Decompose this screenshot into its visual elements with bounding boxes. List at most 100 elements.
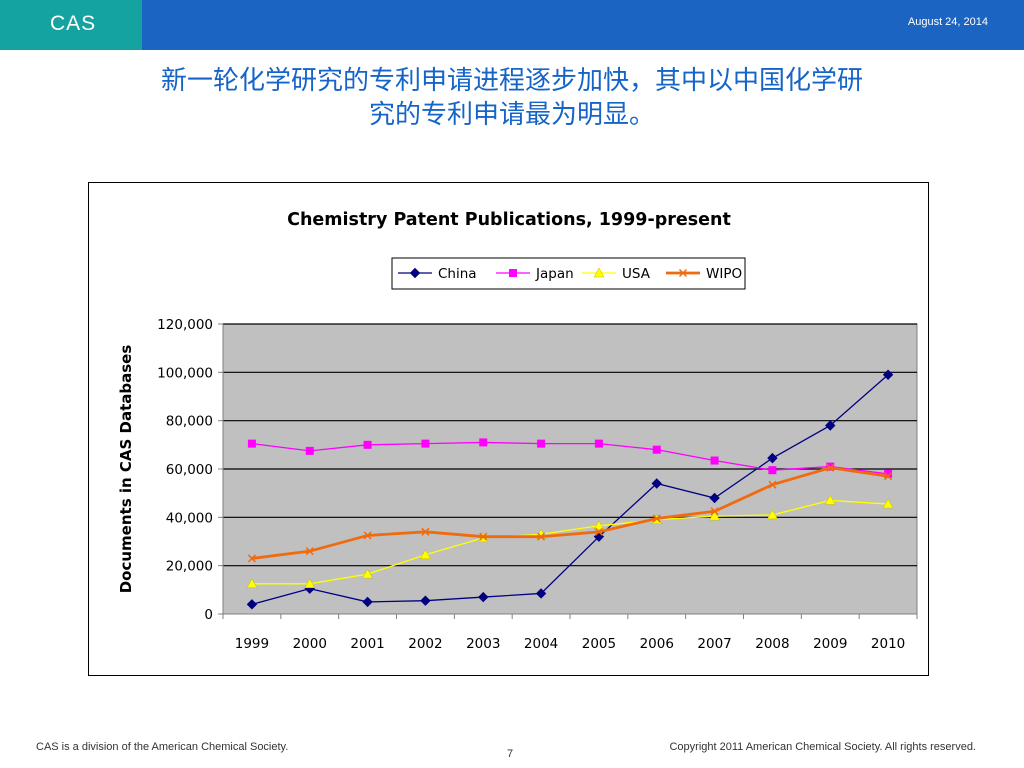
y-tick-label-6: 120,000 <box>157 317 213 333</box>
y-tick-labels: 0 20,000 40,000 60,000 80,000 100,000 120,000 <box>157 317 213 623</box>
point-usa-2001 <box>362 568 374 579</box>
legend-label-wipo: WIPO <box>706 266 742 282</box>
slide-title-line-2: 究的专利申请最为明显。 <box>368 100 655 130</box>
point-wipo-2004 <box>537 532 546 541</box>
point-wipo-2000 <box>305 547 314 556</box>
legend-marker-japan <box>509 269 517 277</box>
cas-logo: CAS <box>50 12 97 35</box>
point-wipo-2008 <box>768 480 777 489</box>
legend: China Japan USA WIPO <box>391 257 746 290</box>
point-japan-2001 <box>363 440 372 449</box>
y-tick-label-0: 0 <box>204 607 213 623</box>
point-japan-2010 <box>884 469 893 478</box>
point-china-2003 <box>478 591 489 603</box>
point-usa-2010 <box>882 498 894 509</box>
legend-marker-usa <box>593 267 605 278</box>
legend-marker-china <box>409 267 421 279</box>
y-tick-label-5: 100,000 <box>157 365 213 381</box>
point-usa-1999 <box>246 578 258 589</box>
y-tick-label-1: 20,000 <box>166 559 213 575</box>
point-usa-2000 <box>304 578 316 589</box>
series-line-china <box>251 374 889 605</box>
y-tick-label-2: 40,000 <box>166 510 213 526</box>
point-china-2007 <box>709 492 720 504</box>
point-usa-2002 <box>419 549 431 560</box>
point-wipo-2003 <box>479 532 488 541</box>
axes <box>218 323 918 619</box>
point-japan-2004 <box>537 439 546 448</box>
header-bar: CAS August 24, 2014 <box>0 0 1024 50</box>
chart-title: Chemistry Patent Publications, 1999-pres… <box>287 210 731 230</box>
point-wipo-2002 <box>421 527 430 536</box>
legend-box <box>391 257 746 290</box>
point-wipo-1999 <box>247 554 256 563</box>
series-line-japan <box>251 441 889 475</box>
x-tick-label-2001: 2001 <box>350 636 384 652</box>
point-china-2010 <box>882 369 894 380</box>
x-tick-label-2003: 2003 <box>466 636 500 652</box>
point-wipo-2007 <box>710 507 719 516</box>
legend-item-japan: Japan <box>496 266 574 282</box>
page-number: 7 <box>507 748 514 760</box>
footer-left: CAS is a division of the American Chemic… <box>36 741 289 753</box>
point-china-2008 <box>767 452 778 464</box>
series-line-wipo <box>251 466 889 560</box>
slide-title-line-1: 新一轮化学研究的专利申请进程逐步加快，其中以中国化学研 <box>160 66 863 96</box>
point-japan-1999 <box>247 439 256 448</box>
point-japan-2003 <box>479 438 488 447</box>
series-group <box>246 369 894 610</box>
line-chart: Chemistry Patent Publications, 1999-pres… <box>117 210 918 652</box>
slide-title: 新一轮化学研究的专利申请进程逐步加快，其中以中国化学研 究的专利申请最为明显。 <box>40 64 984 132</box>
point-japan-2008 <box>768 466 777 475</box>
point-usa-2007 <box>709 510 721 521</box>
logo-box: CAS <box>0 0 142 50</box>
point-japan-2007 <box>710 456 719 465</box>
x-tick-label-2009: 2009 <box>813 636 847 652</box>
point-china-2002 <box>420 595 431 606</box>
x-tick-label-2004: 2004 <box>524 636 558 652</box>
point-usa-2008 <box>766 509 778 520</box>
point-wipo-2009 <box>826 463 835 472</box>
x-tick-label-2007: 2007 <box>697 636 731 652</box>
legend-item-china: China <box>398 266 477 282</box>
legend-marker-wipo <box>678 268 688 278</box>
point-japan-2000 <box>305 446 314 455</box>
x-tick-label-2002: 2002 <box>408 636 442 652</box>
series-usa <box>246 494 894 589</box>
x-tick-label-2000: 2000 <box>293 636 327 652</box>
x-tick-label-1999: 1999 <box>235 636 269 652</box>
series-line-usa <box>251 499 889 585</box>
series-wipo <box>247 463 893 563</box>
point-usa-2009 <box>824 494 836 505</box>
footer-right: Copyright 2011 American Chemical Society… <box>669 741 976 753</box>
slide-date: August 24, 2014 <box>907 16 988 28</box>
legend-label-japan: Japan <box>535 266 574 282</box>
point-wipo-2010 <box>884 472 893 481</box>
point-wipo-2006 <box>652 514 661 523</box>
point-japan-2006 <box>652 445 661 454</box>
x-tick-label-2005: 2005 <box>582 636 616 652</box>
legend-item-wipo: WIPO <box>666 266 742 282</box>
legend-label-usa: USA <box>622 266 651 282</box>
point-wipo-2001 <box>363 531 372 540</box>
point-china-2001 <box>362 596 373 608</box>
y-tick-label-4: 80,000 <box>166 414 213 430</box>
chart-frame: Chemistry Patent Publications, 1999-pres… <box>88 182 929 676</box>
legend-item-usa: USA <box>582 266 651 282</box>
point-china-2006 <box>651 478 662 489</box>
x-tick-label-2010: 2010 <box>871 636 905 652</box>
x-tick-label-2008: 2008 <box>755 636 789 652</box>
point-wipo-2005 <box>594 527 603 536</box>
point-japan-2002 <box>421 439 430 448</box>
legend-label-china: China <box>438 266 477 282</box>
point-china-2004 <box>535 588 547 599</box>
x-tick-label-2006: 2006 <box>640 636 674 652</box>
x-tick-labels: 1999 2000 2001 2002 2003 2004 2005 2006 2007 2008… <box>235 636 906 652</box>
grid-lines <box>223 323 917 567</box>
point-japan-2005 <box>594 439 603 448</box>
point-usa-2005 <box>593 520 605 531</box>
point-china-2009 <box>825 420 836 431</box>
y-axis-label: Documents in CAS Databases <box>117 345 135 594</box>
y-tick-label-3: 60,000 <box>166 462 213 478</box>
point-china-1999 <box>246 599 258 610</box>
